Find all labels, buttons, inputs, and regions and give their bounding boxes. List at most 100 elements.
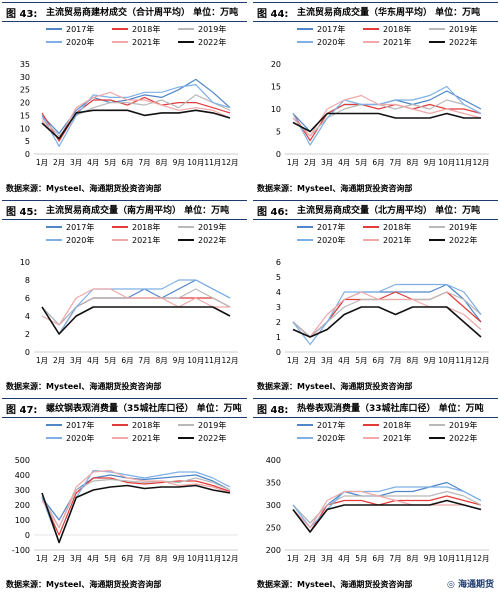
y-tick-label: 350	[266, 479, 281, 488]
figure-number: 图 46:	[257, 207, 289, 218]
x-tick-label: 4月	[87, 158, 99, 167]
x-tick-label: 8月	[406, 158, 418, 167]
series-line	[292, 291, 482, 338]
x-tick-label: 8月	[155, 158, 167, 167]
x-tick-label: 4月	[87, 356, 99, 365]
legend-label: 2017年	[66, 420, 94, 430]
figure-title: 主流贸易商成交量（南方周平均） 单位：万吨	[46, 206, 230, 216]
y-tick-label: 200	[15, 501, 30, 510]
x-tick-label: 8月	[406, 554, 418, 563]
series-line	[41, 306, 231, 335]
y-tick-label: 0	[25, 150, 30, 159]
x-tick-label: 12月	[221, 158, 238, 167]
source-note: 数据来源：Mysteel、海通期货投资咨询部	[6, 580, 162, 589]
x-tick-label: 3月	[70, 356, 82, 365]
legend-label: 2022年	[198, 37, 226, 47]
x-tick-label: 6月	[372, 158, 384, 167]
x-tick-label: 12月	[221, 554, 238, 563]
series-line	[292, 306, 482, 338]
series-line	[292, 283, 482, 346]
x-tick-label: 4月	[338, 356, 350, 365]
x-tick-label: 5月	[355, 356, 367, 365]
source-note: 数据来源：Mysteel、海通期货投资咨询部	[257, 184, 413, 193]
legend-label: 2018年	[132, 420, 160, 430]
figure-header: 图 48: 热卷表观消费量（33城社库口径） 单位：万吨	[253, 398, 498, 418]
x-tick-label: 6月	[121, 356, 133, 365]
x-tick-label: 7月	[138, 158, 150, 167]
series-line	[292, 99, 482, 137]
y-tick-label: 0	[25, 348, 30, 357]
figure-number: 图 44:	[257, 9, 289, 20]
x-tick-label: 4月	[87, 554, 99, 563]
series-line	[292, 490, 482, 524]
x-tick-label: 2月	[304, 356, 316, 365]
figure-number: 图 43:	[6, 9, 38, 20]
legend-label: 2020年	[66, 37, 94, 47]
figure-number: 图 45:	[6, 207, 38, 218]
y-tick-label: 10	[271, 105, 281, 114]
x-tick-label: 1月	[287, 356, 299, 365]
legend-label: 2019年	[198, 420, 226, 430]
legend-label: 2017年	[66, 222, 94, 232]
y-tick-label: 15	[271, 83, 281, 92]
legend-label: 2019年	[198, 222, 226, 232]
x-tick-label: 6月	[372, 554, 384, 563]
x-tick-label: 1月	[36, 554, 48, 563]
x-tick-label: 2月	[304, 158, 316, 167]
y-tick-label: 500	[15, 456, 30, 465]
x-tick-label: 1月	[36, 158, 48, 167]
legend-label: 2019年	[449, 24, 477, 34]
series-line	[41, 469, 231, 529]
x-tick-label: 2月	[53, 356, 65, 365]
line-chart: 6 5 4 3 2 1 0 1月 2月 3月 4月 5月 6月 7月 8月 9月 10月 11月 12月 2017年 2…	[276, 222, 490, 365]
x-tick-label: 1月	[287, 554, 299, 563]
figure-header: 图 47: 螺纹钢表观消费量（35城社库口径） 单位：万吨	[2, 398, 247, 418]
y-tick-label: 30	[20, 73, 30, 82]
series-line	[41, 279, 231, 326]
x-tick-label: 3月	[321, 356, 333, 365]
x-tick-label: 10月	[187, 158, 204, 167]
wechat-icon: ◎	[446, 580, 455, 590]
y-tick-label: 20	[271, 60, 281, 69]
legend-label: 2021年	[383, 235, 411, 245]
legend-label: 2017年	[317, 222, 345, 232]
chart-panel: 图 47: 螺纹钢表观消费量（35城社库口径） 单位：万吨 500 400 300 200…	[2, 398, 247, 594]
source-note: 数据来源：Mysteel、海通期货投资咨询部	[6, 184, 162, 193]
x-tick-label: 1月	[287, 158, 299, 167]
x-tick-label: 7月	[389, 554, 401, 563]
y-tick-label: 6	[276, 258, 281, 267]
x-tick-label: 5月	[355, 554, 367, 563]
series-line	[41, 78, 231, 135]
source-note: 数据来源：Mysteel、海通期货投资咨询部	[257, 382, 413, 391]
x-tick-label: 4月	[338, 158, 350, 167]
y-tick-label: 400	[266, 456, 281, 465]
x-tick-label: 1月	[36, 356, 48, 365]
chart-panel: 图 45: 主流贸易商成交量（南方周平均） 单位：万吨 10 8 6 4 2 0 1月 2月 3月 4…	[2, 200, 247, 396]
legend-label: 2019年	[198, 24, 226, 34]
legend-label: 2021年	[132, 235, 160, 245]
legend-label: 2017年	[317, 420, 345, 430]
y-tick-label: 2	[276, 318, 281, 327]
legend-label: 2021年	[132, 37, 160, 47]
x-tick-label: 11月	[204, 158, 221, 167]
legend-label: 2018年	[132, 24, 160, 34]
line-chart: 35 30 25 20 15 10 5 0 1月 2月 3月 4月 5月 6月 7月 8月 9月 10月 11月 12…	[20, 24, 239, 167]
y-tick-label: 2	[25, 330, 30, 339]
series-line	[41, 279, 231, 335]
x-tick-label: 11月	[204, 356, 221, 365]
figure-title: 螺纹钢表观消费量（35城社库口径） 单位：万吨	[46, 404, 242, 414]
figure-title: 主流贸易商成交量（北方周平均） 单位：万吨	[297, 206, 481, 216]
series-line	[292, 490, 482, 529]
x-tick-label: 7月	[138, 554, 150, 563]
x-tick-label: 3月	[70, 158, 82, 167]
legend-label: 2022年	[449, 235, 477, 245]
x-tick-label: 9月	[173, 554, 185, 563]
y-tick-label: -100	[12, 546, 30, 555]
x-tick-label: 11月	[455, 356, 472, 365]
series-line	[41, 477, 231, 529]
series-line	[292, 103, 482, 142]
x-tick-label: 9月	[173, 158, 185, 167]
x-tick-label: 12月	[221, 356, 238, 365]
series-line	[41, 83, 231, 147]
y-tick-label: 0	[276, 150, 281, 159]
